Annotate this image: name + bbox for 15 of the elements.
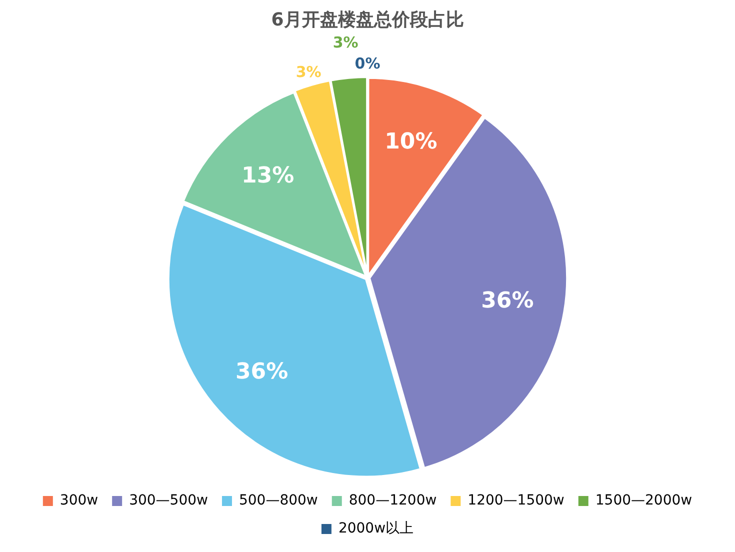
legend-label: 800—1200w [348,492,437,509]
data-label: 10% [384,129,438,154]
data-label: 36% [481,288,534,314]
legend-label: 500—800w [238,492,318,509]
chart-title: 6月开盘楼盘总价段占比 [271,9,464,30]
data-label: 3% [296,62,322,81]
legend-label: 1500—2000w [595,492,692,509]
data-label: 36% [235,359,288,384]
legend-label: 300—500w [129,492,208,509]
data-label: 3% [332,34,358,52]
legend-label: 1200—1500w [468,492,564,509]
data-label: 13% [242,163,294,188]
legend-label: 300w [60,492,98,509]
text: 0% [354,54,380,72]
legend-label: 2000w以上 [338,520,414,537]
